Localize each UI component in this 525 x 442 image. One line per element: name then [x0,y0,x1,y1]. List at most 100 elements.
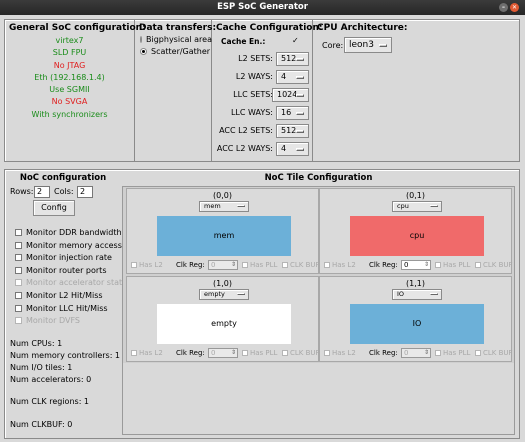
cache-config-section: Cache Configuration: Cache En.: ✓ L2 SET… [212,20,323,161]
clk-reg-spinner: 0 [208,348,238,358]
chevron-down-icon [296,148,304,151]
monitor-label: Monitor DDR bandwidth [26,228,122,237]
soc-config-item: virtex7 [55,36,84,45]
soc-config-item: Eth (192.168.1.4) [34,72,105,82]
cache-row-select[interactable]: 4 [276,142,309,156]
tile-type-value: empty [204,290,225,298]
cache-row-value: 512 [281,126,297,135]
chevron-down-icon [296,58,304,61]
tile-type-select[interactable]: cpu [392,201,442,212]
clk-reg-label: Clk Reg: [369,349,398,357]
clk-buf-label: CLK BUF [483,261,513,269]
tile-type-select[interactable]: IO [392,289,442,300]
checkbox-icon [242,262,248,268]
tile-type-select[interactable]: mem [199,201,249,212]
clk-reg-label: Clk Reg: [176,261,205,269]
cpu-arch-title: CPU Architecture: [317,23,408,33]
tile-block: IO [350,304,484,344]
monitor-checkbox[interactable]: Monitor router ports [15,266,107,275]
cols-input[interactable]: 2 [77,186,93,198]
tile-type-value: mem [204,202,221,210]
monitor-checkbox[interactable]: Monitor injection rate [15,253,112,262]
monitor-checkbox[interactable]: Monitor LLC Hit/Miss [15,304,108,313]
checkbox-icon [435,262,441,268]
has-l2-label: Has L2 [139,261,163,269]
data-transfer-option[interactable]: Scatter/Gather [140,47,211,56]
noc-tile: (1,0) empty empty Has L2 Clk Reg:0 Has PLL CLK… [126,276,320,362]
checkbox-icon [15,241,22,249]
close-icon[interactable]: ✕ [510,3,519,12]
checkbox-icon [15,229,22,236]
has-l2-label: Has L2 [332,261,356,269]
cache-row-select[interactable]: 512 [276,52,309,66]
radio-unchecked-icon [140,36,142,43]
cache-config-title: Cache Configuration: [216,23,323,33]
data-transfers-section: Data transfers: Bigphysical area Scatter/… [135,20,216,161]
monitor-label: Monitor LLC Hit/Miss [26,303,108,313]
checkbox-icon [131,262,137,268]
tile-type-select[interactable]: empty [199,289,249,300]
cache-row-select[interactable]: 16 [276,106,309,120]
has-pll-checkbox: Has PLL [435,349,470,357]
tile-options: Has L2 Clk Reg:0 Has PLL CLK BUF [324,260,513,272]
cache-row-label: L2 SETS: [238,54,273,63]
tile-block: cpu [350,216,484,256]
soc-config-section: General SoC configuration: virtex7 SLD FP… [5,20,146,161]
monitor-label: Monitor L2 Hit/Miss [26,291,103,300]
monitor-checkbox: Monitor accelerator status [15,278,131,287]
clk-buf-checkbox: CLK BUF [475,349,513,357]
chevron-down-icon [237,205,245,207]
rows-input[interactable]: 2 [34,186,50,198]
tile-block: empty [157,304,291,344]
has-pll-label: Has PLL [443,261,471,269]
has-pll-label: Has PLL [443,349,471,357]
clk-buf-label: CLK BUF [290,261,320,269]
checkbox-icon [475,350,481,356]
monitor-checkbox[interactable]: Monitor L2 Hit/Miss [15,291,103,300]
tile-coord: (1,1) [406,279,425,288]
cache-row-select[interactable]: 512 [276,124,309,138]
clk-reg-spinner[interactable]: 0 [401,260,431,270]
cache-row-select[interactable]: 4 [276,70,309,84]
monitor-checkbox[interactable]: Monitor memory access [15,241,122,250]
monitor-checkbox[interactable]: Monitor DDR bandwidth [15,228,122,237]
checkbox-icon [15,292,22,299]
has-pll-checkbox: Has PLL [242,261,277,269]
noc-frame [4,169,520,439]
num-accelerators: Num accelerators: 0 [10,375,92,384]
clk-buf-checkbox: CLK BUF [282,349,320,357]
rows-label: Rows: [10,187,34,196]
config-button[interactable]: Config [33,200,75,216]
cache-row-label: ACC L2 SETS: [219,126,273,135]
cpu-arch-section: CPU Architecture: Core: leon3 [313,20,519,161]
chevron-down-icon [296,76,304,79]
checkbox-icon [131,350,137,356]
num-clkbuf: Num CLKBUF: 0 [10,420,73,429]
cache-row-label: LLC WAYS: [230,108,273,117]
data-transfer-option[interactable]: Bigphysical area [140,35,212,44]
soc-config-item: SLD FPU [52,48,87,58]
soc-config-item: With synchronizers [31,109,108,119]
core-select[interactable]: leon3 [344,37,392,53]
cols-label: Cols: [54,187,74,196]
core-select-value: leon3 [349,40,374,50]
clk-buf-label: CLK BUF [483,349,513,357]
core-label: Core: [322,41,344,50]
minimize-icon[interactable]: – [499,3,508,12]
cache-row-value: 512 [281,54,297,63]
chevron-down-icon [430,205,438,207]
cache-enable-checkbox[interactable]: ✓ [292,36,299,45]
has-pll-checkbox: Has PLL [435,261,470,269]
cache-row-select[interactable]: 1024 [272,88,309,102]
cache-row-value: 4 [281,144,287,153]
chevron-down-icon [296,94,304,97]
noc-tile: (0,0) mem mem Has L2 Clk Reg:0 Has PLL CLK BUF [126,188,320,274]
checkbox-icon [324,350,330,356]
chevron-down-icon [237,293,245,295]
clk-reg-label: Clk Reg: [369,261,398,269]
tile-type-value: cpu [397,202,409,210]
soc-config-list: virtex7 SLD FPU No JTAG Eth (192.168.1.4) Us… [5,35,134,121]
has-l2-checkbox[interactable]: Has L2 [324,261,356,269]
